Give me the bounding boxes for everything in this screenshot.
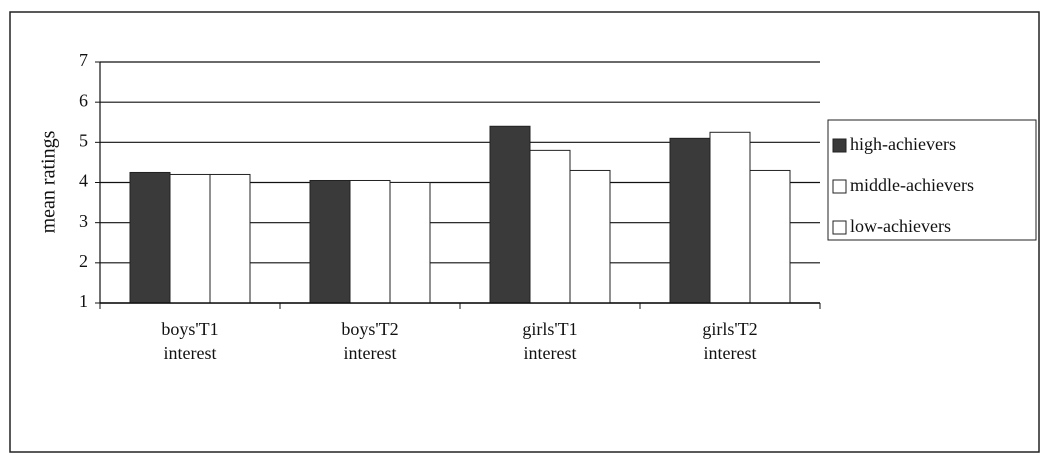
bar [709,131,751,304]
y-tick-label: 1 [79,291,88,311]
x-tick-label: boys'T1 interest [161,319,218,363]
legend-label: middle-achievers [850,175,974,195]
bar [129,171,171,304]
y-tick-label: 3 [79,211,88,231]
bar [669,137,711,304]
x-tick-label-line: interest [344,343,397,363]
bar [389,182,431,304]
legend-label: low-achievers [850,216,951,236]
x-tick-label-line: boys'T2 [341,319,398,339]
bar [489,125,531,304]
x-tick-label: girls'T2 interest [702,319,757,363]
bar [309,179,351,304]
x-tick-label: girls'T1 interest [522,319,577,363]
bar [569,169,611,304]
bar [529,149,571,304]
bar [349,179,391,304]
bar [209,173,251,304]
bar [749,169,791,304]
legend-swatch [832,179,847,194]
x-tick-label: boys'T2 interest [341,319,398,363]
y-tick-label: 6 [79,90,88,110]
bar [169,173,211,304]
x-tick-label-line: interest [704,343,757,363]
x-tick-label-line: girls'T2 [702,319,757,339]
x-tick-label-line: boys'T1 [161,319,218,339]
legend-box [827,119,1037,241]
x-tick-label-line: interest [524,343,577,363]
x-tick-label-line: girls'T1 [522,319,577,339]
y-tick-label: 5 [79,130,88,150]
y-tick-label: 4 [79,171,88,191]
x-tick-label-line: interest [164,343,217,363]
legend-swatch [832,138,847,153]
y-axis-label: mean ratings [38,130,60,233]
y-tick-label: 2 [79,251,88,271]
y-tick-label: 7 [79,50,88,70]
legend-label: high-achievers [850,134,956,154]
legend-swatch [832,220,847,235]
